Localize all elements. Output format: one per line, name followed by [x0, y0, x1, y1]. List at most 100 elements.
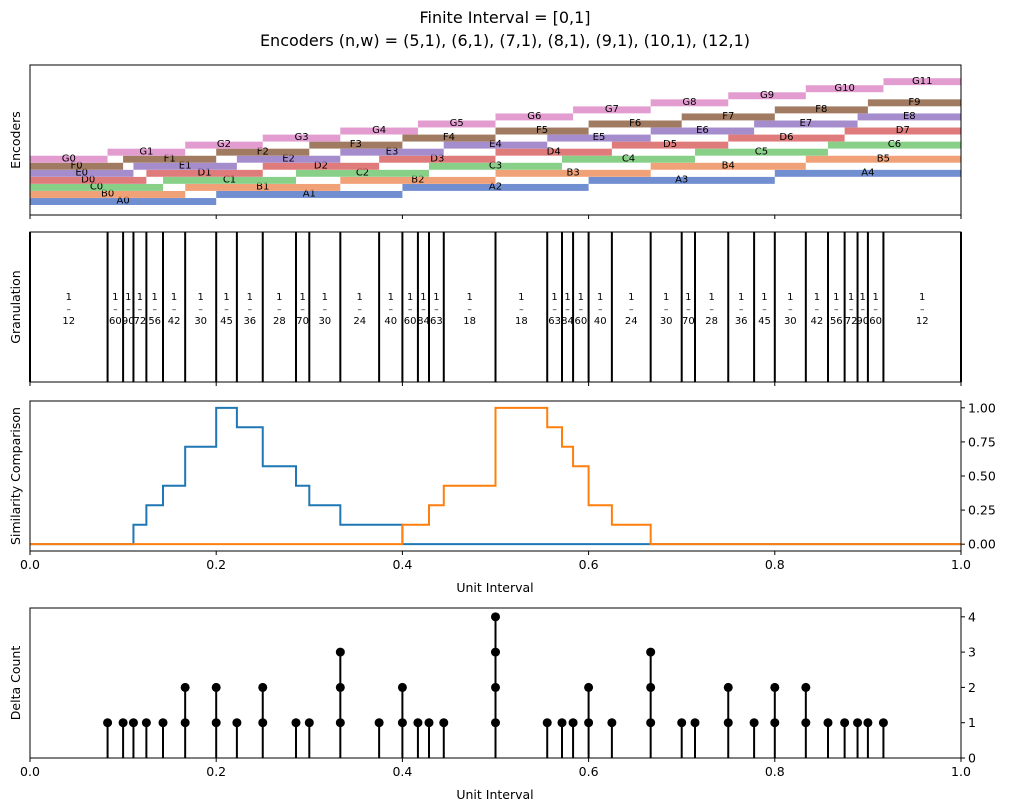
granulation-fraction-bar: –: [421, 305, 426, 315]
encoder-bar: [340, 148, 444, 156]
encoder-bar-label: D6: [779, 132, 793, 143]
encoder-bar-label: E5: [593, 132, 606, 143]
encoder-bar-label: F3: [350, 139, 362, 150]
granulation-fraction-bar: –: [198, 305, 203, 315]
encoder-bar-label: C2: [356, 167, 369, 178]
granulation-denominator: 60: [109, 316, 122, 327]
x-tick-label: 0.0: [20, 557, 40, 572]
encoder-bar: [340, 176, 496, 184]
encoder-bar-label: E1: [179, 160, 192, 171]
delta-marker: [491, 647, 500, 657]
encoder-bar-label: D3: [430, 153, 444, 164]
encoder-bar-label: E6: [696, 125, 709, 136]
delta-marker: [424, 718, 434, 728]
delta-marker: [128, 718, 138, 728]
granulation-denominator: 90: [122, 316, 135, 327]
similarity-series-1-line: [30, 406, 961, 546]
granulation-fraction-bar: –: [920, 305, 925, 315]
granulation-denominator: 36: [243, 316, 256, 327]
y-tick-label: 0.00: [968, 537, 996, 552]
encoder-bar-label: G8: [682, 97, 696, 108]
encoder-bar: [495, 148, 612, 156]
granulation-fraction-bar: –: [739, 305, 744, 315]
y-tick-label: 0.25: [968, 503, 996, 518]
delta-marker: [863, 718, 873, 728]
granulation-fraction-bar: –: [579, 305, 584, 315]
granulation-denominator: 42: [811, 316, 824, 327]
granulation-denominator: 60: [574, 316, 587, 327]
granulation-fraction-bar: –: [138, 305, 143, 315]
granulation-fraction-bar: –: [277, 305, 282, 315]
granulation-denominator: 28: [705, 316, 718, 327]
granulation-numerator: 1: [551, 292, 557, 303]
granulation-denominator: 60: [404, 316, 417, 327]
y-tick-label: 1.00: [968, 400, 996, 415]
encoder-bar: [379, 155, 496, 163]
encoder-bar: [443, 141, 548, 149]
encoder-bar: [650, 127, 755, 135]
encoder-bar-label: E3: [386, 146, 399, 157]
encoder-bar-label: B4: [722, 160, 735, 171]
granulation-numerator: 1: [276, 292, 282, 303]
encoder-bar-label: E8: [903, 111, 916, 122]
encoder-bar: [216, 148, 310, 156]
encoder-bar-label: F5: [536, 125, 548, 136]
delta-marker: [878, 718, 888, 728]
granulation-numerator: 1: [388, 292, 394, 303]
delta-marker: [180, 682, 190, 692]
granulation-numerator: 1: [171, 292, 177, 303]
delta-marker: [211, 718, 221, 728]
similarity-series-2-line: [30, 406, 961, 546]
granulation-numerator: 1: [787, 292, 793, 303]
granulation-numerator: 1: [112, 292, 118, 303]
encoder-bar-label: F8: [815, 104, 827, 115]
delta-marker: [211, 682, 221, 692]
delta-marker: [584, 718, 594, 728]
granulation-denominator: 12: [916, 316, 929, 327]
encoder-bar-label: E7: [800, 118, 813, 129]
granulation-numerator: 1: [407, 292, 413, 303]
delta-marker: [491, 718, 500, 728]
granulation-denominator: 24: [353, 316, 366, 327]
granulation-denominator: 63: [430, 316, 443, 327]
delta-marker: [304, 718, 314, 728]
encoder-bar-label: G11: [912, 76, 932, 87]
granulation-numerator: 1: [708, 292, 714, 303]
granulation-fraction-bar: –: [152, 305, 157, 315]
encoder-bar: [774, 106, 868, 114]
delta-marker: [646, 647, 656, 657]
encoder-bar-label: G7: [605, 104, 619, 115]
encoders-y-label: Encoders: [8, 111, 23, 169]
encoder-bar-label: G4: [372, 125, 386, 136]
granulation-axes-frame: [29, 231, 962, 383]
encoder-bar: [561, 155, 696, 163]
encoders-axes-frame: [29, 64, 962, 216]
encoder-bar: [681, 113, 775, 121]
encoder-bar: [295, 169, 430, 177]
encoder-bar-label: G1: [139, 146, 153, 157]
encoder-bar-label: A1: [303, 189, 316, 200]
encoder-bar-label: E4: [489, 139, 502, 150]
delta-marker: [646, 718, 656, 728]
delta-x-label: Unit Interval: [456, 787, 533, 802]
granulation-denominator: 60: [869, 316, 882, 327]
encoder-bar: [588, 176, 775, 184]
granulation-y-label: Granulation: [8, 270, 23, 343]
delta-marker: [413, 718, 423, 728]
encoder-bar: [30, 155, 108, 163]
granulation-fraction-bar: –: [629, 305, 634, 315]
y-tick-label: 1: [968, 715, 976, 730]
granulation-numerator: 1: [814, 292, 820, 303]
encoder-bar: [133, 162, 237, 170]
granulation-denominator: 24: [625, 316, 638, 327]
delta-marker: [749, 718, 759, 728]
granulation-denominator: 40: [594, 316, 607, 327]
encoder-bar-label: F4: [443, 132, 455, 143]
granulation-fraction-bar: –: [598, 305, 603, 315]
granulation-fraction-bar: –: [664, 305, 669, 315]
encoder-bar-label: D5: [663, 139, 677, 150]
encoder-bar-label: D2: [314, 160, 328, 171]
granulation-denominator: 12: [62, 316, 75, 327]
granulation-numerator: 1: [66, 292, 72, 303]
